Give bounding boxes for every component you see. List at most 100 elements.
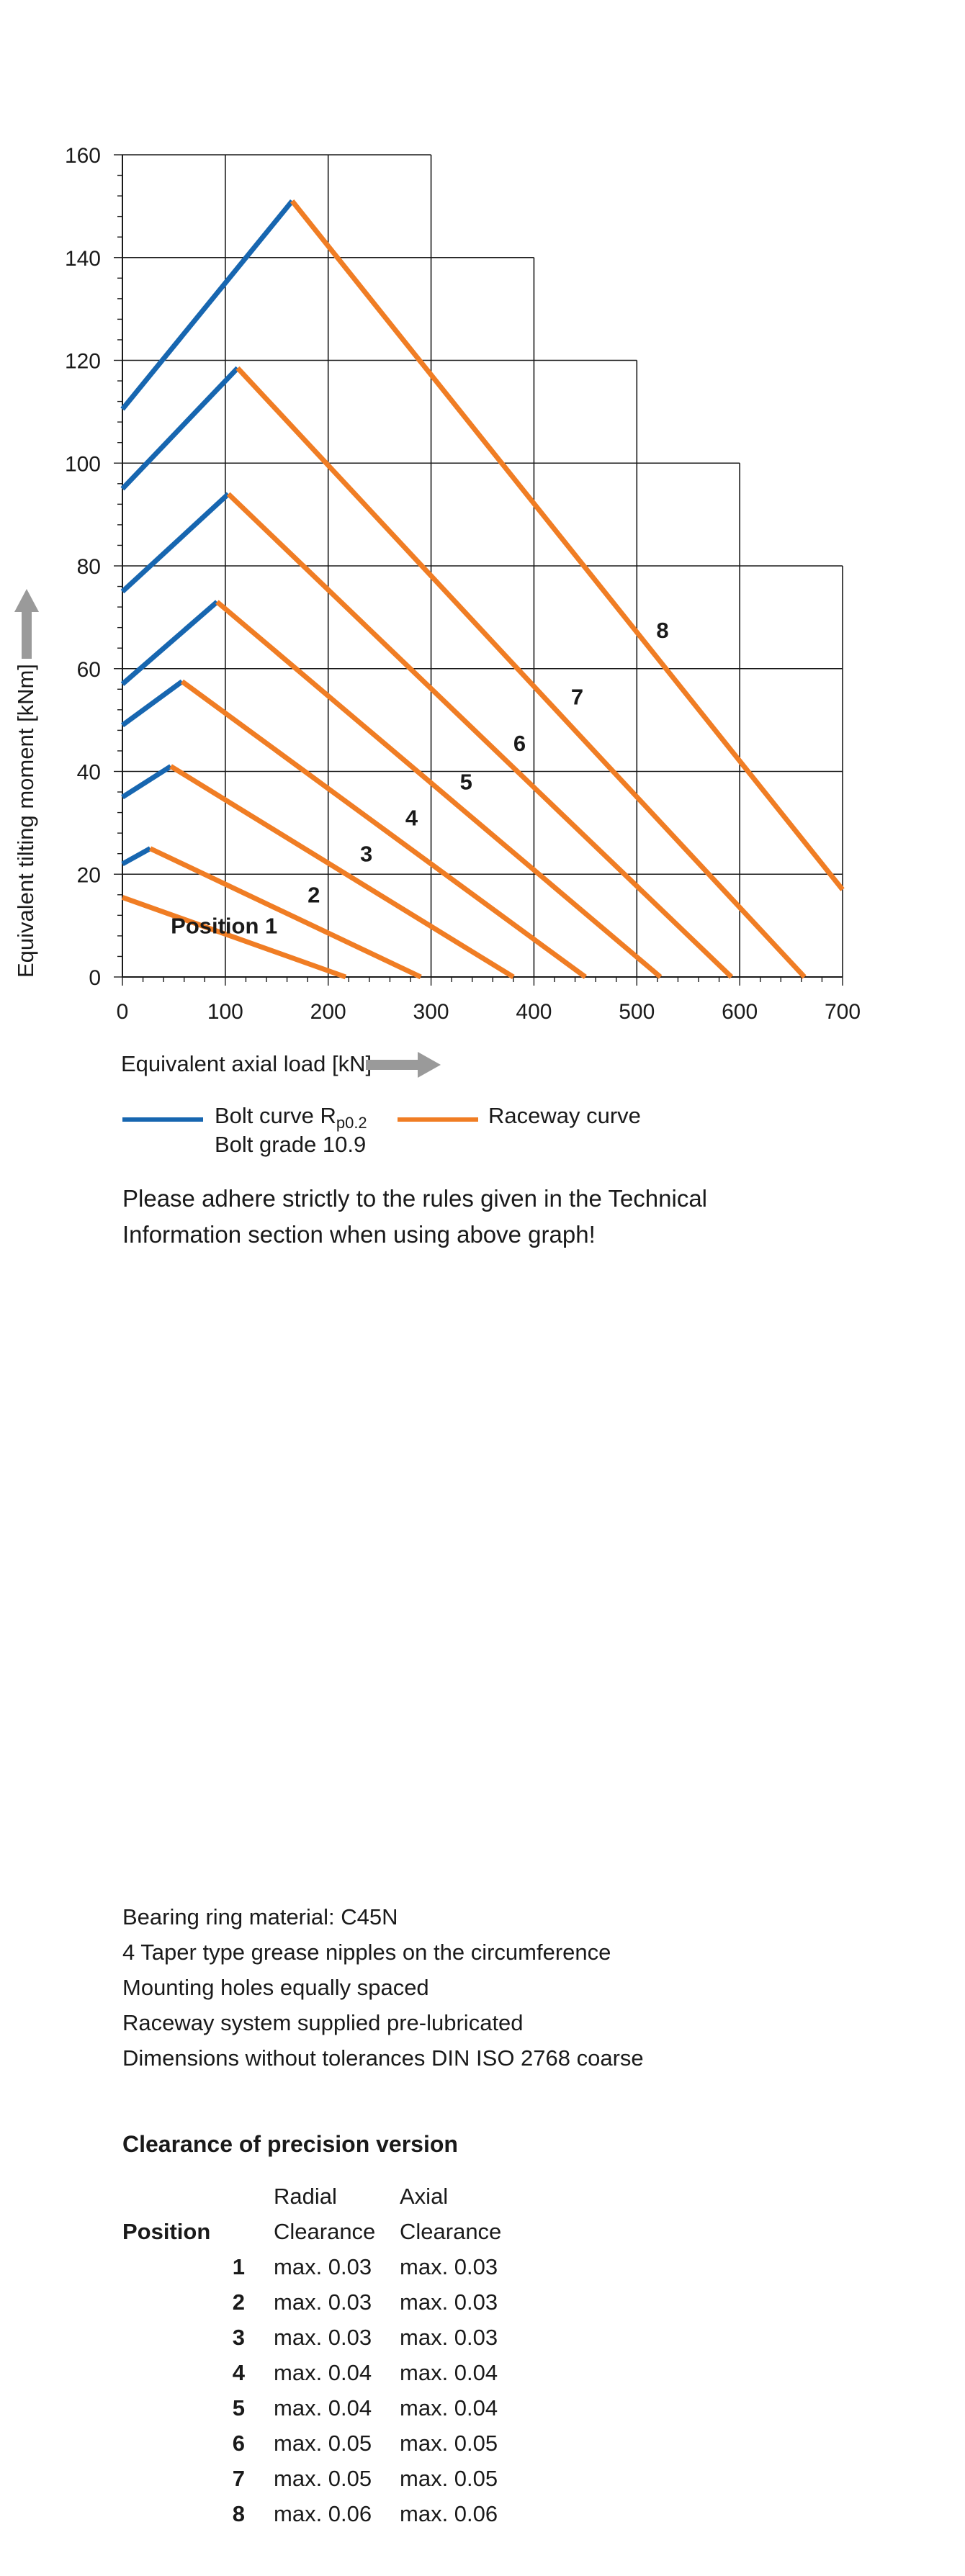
- curve-line: [180, 679, 587, 979]
- legend-bolt-grade: Bolt grade 10.9: [215, 1132, 367, 1157]
- x-tick-label: 600: [722, 1000, 758, 1024]
- series-raceway-curve: [121, 199, 845, 980]
- curve-line: [121, 764, 172, 800]
- header-cell: Radial: [274, 2184, 337, 2209]
- position-cell: 8: [232, 2501, 245, 2526]
- table-row: 8 max. 0.06 max. 0.06: [122, 2496, 529, 2531]
- spec-item: Dimensions without tolerances DIN ISO 27…: [122, 2045, 644, 2071]
- curve-line: [120, 366, 240, 491]
- legend-raceway-swatch: [398, 1117, 478, 1122]
- curve-label: 8: [656, 618, 668, 643]
- legend-bolt-label: Bolt curve Rp0.2: [215, 1103, 367, 1132]
- table-row: 6 max. 0.05 max. 0.05: [122, 2426, 529, 2461]
- x-axis-label: Equivalent axial load [kN]: [121, 1051, 372, 1076]
- position-cell: 5: [232, 2395, 245, 2420]
- clearance-table: Radial Axial Position Clearance Clearanc…: [122, 2179, 529, 2531]
- y-axis-arrow-icon: [14, 589, 39, 659]
- x-axis-arrow-icon: [366, 1052, 441, 1078]
- axial-clearance-cell: max. 0.03: [400, 2289, 498, 2315]
- curve-label: 2: [308, 883, 320, 908]
- header-cell: Clearance: [274, 2219, 376, 2244]
- curve-label: 6: [513, 731, 526, 756]
- header-cell: Axial: [400, 2184, 449, 2209]
- y-tick-label: 140: [65, 247, 101, 271]
- radial-clearance-cell: max. 0.03: [274, 2325, 372, 2350]
- radial-clearance-cell: max. 0.05: [274, 2431, 372, 2456]
- curve-label: 3: [360, 841, 372, 866]
- header-cell: Position: [122, 2219, 211, 2244]
- spec-item: Bearing ring material: C45N: [122, 1904, 398, 1929]
- axial-clearance-cell: max. 0.06: [400, 2501, 498, 2526]
- radial-clearance-cell: max. 0.04: [274, 2360, 372, 2385]
- header-cell: [122, 2179, 274, 2214]
- y-tick-label: 100: [65, 452, 101, 476]
- x-tick-label: 700: [825, 1000, 861, 1024]
- curve-line: [120, 600, 219, 686]
- position-cell: 1: [232, 2254, 245, 2279]
- usage-note: Please adhere strictly to the rules give…: [122, 1181, 843, 1253]
- curve-label: 7: [571, 685, 583, 710]
- chart-grid: [122, 154, 843, 977]
- position-cell: 4: [232, 2360, 245, 2385]
- axial-clearance-cell: max. 0.05: [400, 2431, 498, 2456]
- table-header-row: Radial Axial: [122, 2179, 529, 2214]
- y-tick-label: 40: [77, 761, 101, 785]
- curve-line: [120, 679, 184, 728]
- y-axis-minor-ticks: [114, 154, 843, 986]
- curve-line: [121, 895, 347, 980]
- radial-clearance-cell: max. 0.06: [274, 2501, 372, 2526]
- x-tick-label: 100: [207, 1000, 243, 1024]
- radial-clearance-cell: max. 0.03: [274, 2254, 372, 2279]
- position-cell: 2: [232, 2289, 245, 2315]
- position-cell: 6: [232, 2431, 245, 2456]
- position-cell: 3: [232, 2325, 245, 2350]
- curve-line: [215, 600, 663, 979]
- curve-line: [290, 199, 845, 891]
- spec-item: Mounting holes equally spaced: [122, 1975, 429, 2000]
- clearance-table-body: Radial Axial Position Clearance Clearanc…: [122, 2179, 529, 2531]
- curve-label: 5: [460, 769, 472, 794]
- axial-clearance-cell: max. 0.04: [400, 2360, 498, 2385]
- header-cell: Clearance: [400, 2219, 502, 2244]
- spec-item: Raceway system supplied pre-lubricated: [122, 2010, 524, 2035]
- legend-raceway-label: Raceway curve: [488, 1103, 641, 1128]
- y-tick-label: 60: [77, 658, 101, 682]
- chart-axes: [122, 155, 843, 978]
- y-axis-label: Equivalent tilting moment [kNm]: [13, 664, 38, 978]
- usage-note-line-2: Information section when using above gra…: [122, 1221, 596, 1248]
- curve-line: [226, 492, 734, 979]
- clearance-title: Clearance of precision version: [122, 2131, 458, 2157]
- axial-clearance-cell: max. 0.05: [400, 2466, 498, 2491]
- table-row: 1 max. 0.03 max. 0.03: [122, 2249, 529, 2284]
- tick-labels: 0 100 200 300 400 500 600 700 0 20 40 60 80 100 120 140…: [65, 144, 861, 1024]
- axial-clearance-cell: max. 0.04: [400, 2395, 498, 2420]
- y-tick-label: 20: [77, 863, 101, 887]
- series-bolt-curve: [120, 199, 295, 867]
- usage-note-line-1: Please adhere strictly to the rules give…: [122, 1185, 708, 1212]
- curve-label: Position 1: [171, 913, 277, 938]
- load-chart: 0 100 200 300 400 500 600 700 0 20 40 60 80 100 120 140…: [13, 144, 861, 1078]
- x-tick-label: 400: [516, 1000, 552, 1024]
- table-row: 5 max. 0.04 max. 0.04: [122, 2390, 529, 2426]
- chart-series: [120, 199, 845, 980]
- radial-clearance-cell: max. 0.04: [274, 2395, 372, 2420]
- table-header-row: Position Clearance Clearance: [122, 2214, 529, 2249]
- table-row: 2 max. 0.03 max. 0.03: [122, 2284, 529, 2320]
- position-cell: 7: [232, 2466, 245, 2491]
- curve-line: [120, 492, 230, 594]
- curve-line: [149, 846, 422, 980]
- x-tick-label: 500: [619, 1000, 655, 1024]
- table-row: 4 max. 0.04 max. 0.04: [122, 2355, 529, 2390]
- y-tick-label: 0: [89, 966, 101, 990]
- x-tick-label: 300: [413, 1000, 449, 1024]
- radial-clearance-cell: max. 0.03: [274, 2289, 372, 2315]
- chart-legend: Bolt curve Rp0.2 Bolt grade 10.9 Raceway…: [122, 1103, 771, 1168]
- axial-clearance-cell: max. 0.03: [400, 2325, 498, 2350]
- curve-label: 4: [405, 805, 418, 830]
- x-tick-label: 200: [310, 1000, 346, 1024]
- spec-list: Bearing ring material: C45N 4 Taper type…: [122, 1899, 843, 2076]
- curve-line: [121, 846, 152, 867]
- table-row: 3 max. 0.03 max. 0.03: [122, 2320, 529, 2355]
- radial-clearance-cell: max. 0.05: [274, 2466, 372, 2491]
- spec-item: 4 Taper type grease nipples on the circu…: [122, 1940, 611, 1965]
